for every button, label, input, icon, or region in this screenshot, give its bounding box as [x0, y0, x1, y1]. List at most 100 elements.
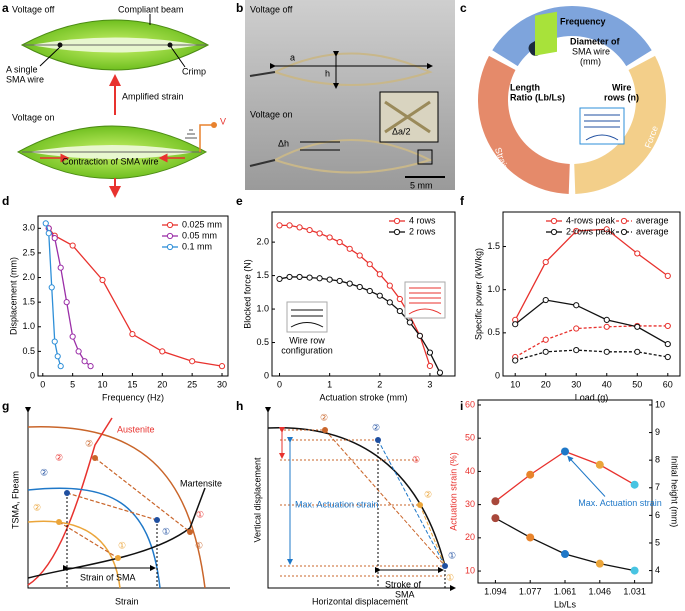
label: Voltage on — [250, 109, 293, 119]
y-tick-label: 1.0 — [487, 284, 500, 294]
point — [426, 362, 434, 370]
x-tick-label: 1.077 — [519, 586, 542, 596]
label: Length — [510, 82, 540, 92]
dotted — [377, 440, 446, 588]
x-tick-label: 5 — [70, 379, 75, 389]
curve — [27, 487, 206, 579]
point — [573, 325, 580, 332]
point — [54, 353, 61, 360]
label: Max. Actuation strain — [295, 499, 379, 509]
legend-label: 0.025 mm — [182, 219, 222, 229]
legend-marker — [393, 228, 401, 236]
point — [542, 348, 549, 355]
legend-marker — [393, 217, 401, 225]
point — [512, 357, 519, 364]
marker: ① — [195, 540, 203, 550]
series-line — [514, 228, 669, 321]
point — [356, 252, 363, 259]
point — [542, 336, 549, 343]
x-tick-label: 1.046 — [589, 586, 612, 596]
point — [296, 224, 303, 231]
y-tick-label: 0.5 — [256, 337, 269, 347]
y-axis-label: Blocked force (N) — [242, 259, 252, 329]
y-tick-label: 2.5 — [22, 247, 35, 257]
point — [87, 363, 94, 370]
y-tick-label: 1.0 — [22, 321, 35, 331]
annotation-arrow — [567, 455, 606, 497]
curve — [267, 427, 446, 567]
dashed — [324, 429, 446, 567]
point — [51, 338, 58, 345]
point — [603, 348, 610, 355]
x-tick-label: 2 — [377, 379, 382, 389]
point — [326, 234, 333, 241]
y-tick-label: 20 — [465, 532, 475, 542]
marker: ② — [40, 467, 48, 477]
point — [603, 226, 610, 233]
annotation: Wire row — [289, 335, 325, 345]
point — [276, 275, 283, 283]
panel-label: f — [460, 194, 465, 208]
point — [396, 295, 403, 303]
marker: ① — [448, 550, 456, 560]
point — [81, 358, 88, 365]
terminal — [211, 122, 217, 128]
annotation: Max. Actuation strain — [578, 498, 662, 508]
label: SMA wire — [6, 74, 44, 84]
legend-label: 2-rows peak — [566, 226, 616, 236]
point — [436, 369, 444, 376]
label: Ratio (Lb/Ls) — [510, 92, 565, 102]
marker: ① — [412, 454, 420, 464]
wire-lead — [199, 124, 214, 152]
label: A single — [6, 64, 38, 74]
x-tick-label: 25 — [187, 379, 197, 389]
point — [561, 550, 569, 559]
point — [603, 323, 610, 330]
x-tick-label: 20 — [541, 379, 551, 389]
point — [573, 302, 580, 309]
panel-label: c — [460, 1, 467, 15]
point — [561, 447, 569, 456]
point — [406, 319, 413, 326]
label: Wire — [612, 82, 631, 92]
legend-label: 0.05 mm — [182, 230, 217, 240]
point — [386, 282, 393, 289]
x-tick-label: 40 — [602, 379, 612, 389]
y-axis-label: Specific power (kW/kg) — [473, 248, 483, 340]
label: h — [325, 68, 330, 78]
y2-tick-label: 10 — [655, 399, 665, 409]
point — [64, 490, 70, 496]
dashed — [58, 457, 191, 559]
panel-label: g — [2, 399, 9, 413]
point — [573, 227, 580, 235]
label: Δh — [278, 138, 289, 148]
x-tick-label: 1.094 — [484, 586, 507, 596]
point — [356, 283, 363, 291]
marker: ② — [372, 422, 380, 432]
label: SMA wire — [572, 46, 610, 56]
point — [664, 353, 671, 361]
y-tick-label: 0 — [264, 370, 269, 380]
series-line — [514, 325, 668, 358]
panel-labels: a b c d e f g h i — [2, 1, 467, 413]
point — [296, 273, 303, 281]
y2-tick-label: 8 — [655, 455, 660, 465]
point — [375, 437, 381, 443]
panel-g: Austenite Martensite Strain TSMA, Fbeam … — [10, 407, 230, 606]
label: Stroke of — [385, 579, 422, 589]
point — [386, 299, 393, 306]
marker: ② — [320, 412, 328, 422]
y-tick-label: 1.5 — [487, 241, 500, 251]
legend-marker — [166, 243, 174, 251]
inset — [286, 301, 328, 333]
point — [326, 276, 333, 283]
point — [542, 258, 549, 266]
legend-marker — [166, 232, 174, 240]
series-line — [514, 299, 669, 345]
label: V — [220, 116, 226, 126]
x-tick-label: 1 — [327, 379, 332, 389]
panel-h: Vertical displacement Horizontal displac… — [252, 407, 456, 606]
x-tick-label: 30 — [571, 379, 581, 389]
y2-axis-label: Initial height (mm) — [670, 456, 680, 528]
label: Vertical displacement — [252, 457, 262, 543]
